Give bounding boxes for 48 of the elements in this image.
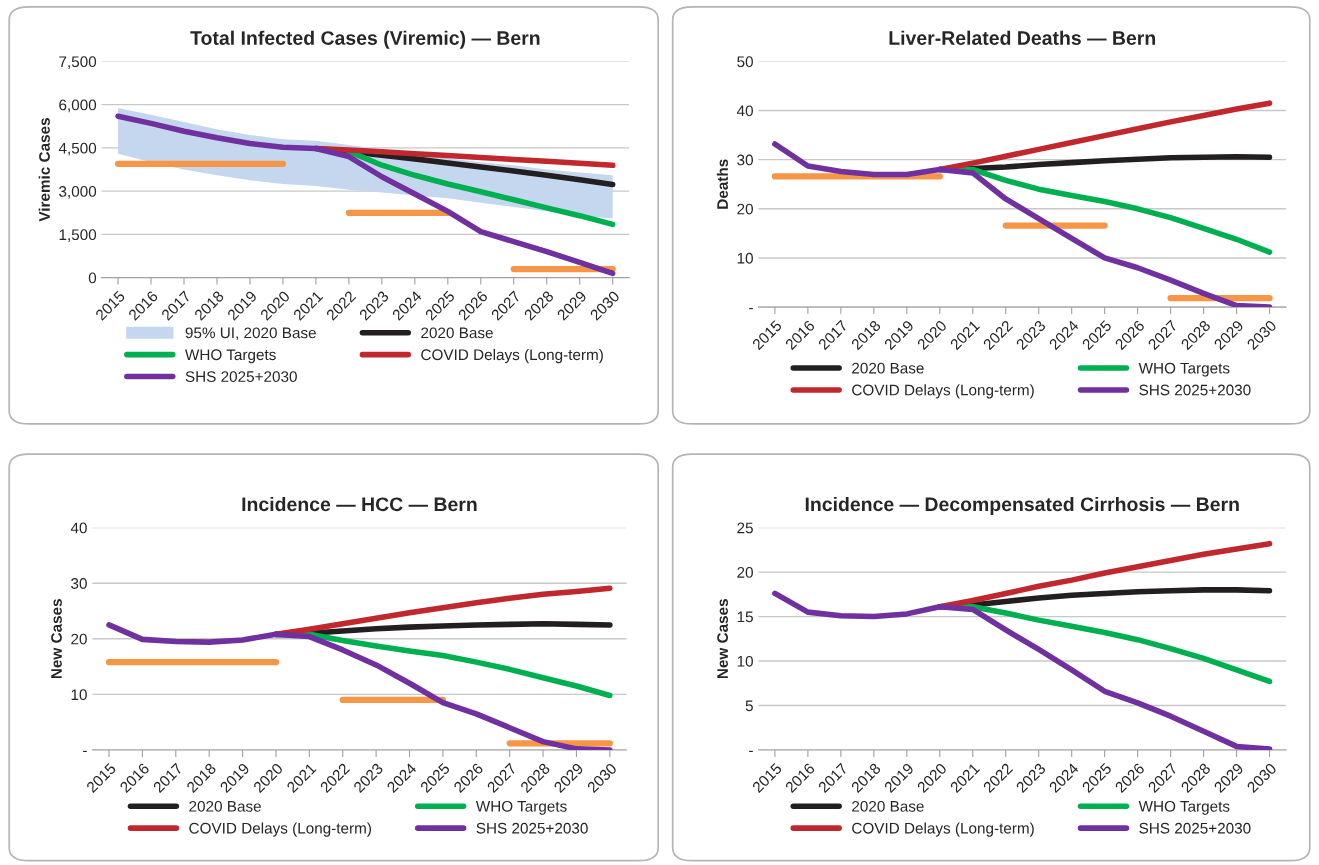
y-axis-title: New Cases: [717, 599, 728, 679]
y-axis-title: Viremic Cases: [38, 118, 50, 222]
y-tick-label: 50: [737, 56, 753, 68]
legend-label: WHO Targets: [1138, 362, 1230, 377]
y-tick-label: 0: [88, 272, 97, 284]
y-tick-label: 20: [71, 633, 87, 645]
y-tick-label: 10: [737, 252, 753, 264]
y-tick-label: 3,000: [59, 186, 97, 199]
legend-label: 2020 Base: [852, 362, 924, 374]
y-axis-title: Deaths: [716, 159, 728, 209]
y-tick-label: 30: [71, 578, 87, 589]
legend-label: SHS 2025+2030: [185, 371, 297, 383]
y-tick-label: -: [749, 750, 753, 753]
legend-label: COVID Delays (Long-term): [852, 384, 1034, 399]
y-axis-title: New Cases: [51, 599, 62, 679]
y-tick-label: 6,000: [59, 99, 97, 113]
legend-label: WHO Targets: [185, 349, 276, 364]
legend-label: COVID Delays (Long-term): [189, 822, 371, 837]
legend-label: SHS 2025+2030: [1139, 384, 1251, 396]
y-tick-label: 15: [737, 611, 753, 623]
legend-label: SHS 2025+2030: [1139, 822, 1251, 834]
y-tick-label: 40: [70, 522, 87, 534]
legend-label: COVID Delays (Long-term): [421, 348, 603, 364]
y-tick-label: 40: [736, 105, 753, 117]
y-tick-label: 10: [737, 655, 753, 667]
legend-label: COVID Delays (Long-term): [852, 822, 1034, 837]
y-tick-label: 7,500: [59, 56, 97, 69]
chart-title: Liver-Related Deaths — Bern: [889, 30, 1156, 45]
y-tick-label: 25: [737, 522, 753, 534]
legend-label: 2020 Base: [421, 327, 493, 339]
y-tick-label: 4,500: [58, 142, 97, 156]
y-tick-label: 5: [745, 700, 753, 712]
y-tick-label: 20: [737, 566, 753, 578]
legend-label: SHS 2025+2030: [476, 822, 588, 834]
y-tick-label: 20: [737, 203, 753, 215]
y-tick-label: -: [83, 750, 87, 753]
chart-title: Total Infected Cases (Viremic) — Bern: [190, 30, 540, 49]
legend-label: WHO Targets: [1138, 800, 1230, 815]
chart-title: Incidence — HCC — Bern: [242, 496, 477, 512]
chart-title: Incidence — Decompensated Cirrhosis — Bern: [805, 496, 1239, 516]
legend-label: 2020 Base: [852, 800, 924, 812]
y-tick-label: 10: [71, 689, 87, 701]
y-tick-label: 1,500: [59, 229, 97, 242]
legend-label: 95% UI, 2020 Base: [185, 327, 316, 341]
legend-label: WHO Targets: [475, 800, 567, 815]
y-tick-label: 30: [737, 154, 753, 166]
legend-label: 2020 Base: [189, 800, 261, 812]
y-tick-label: -: [749, 307, 753, 310]
